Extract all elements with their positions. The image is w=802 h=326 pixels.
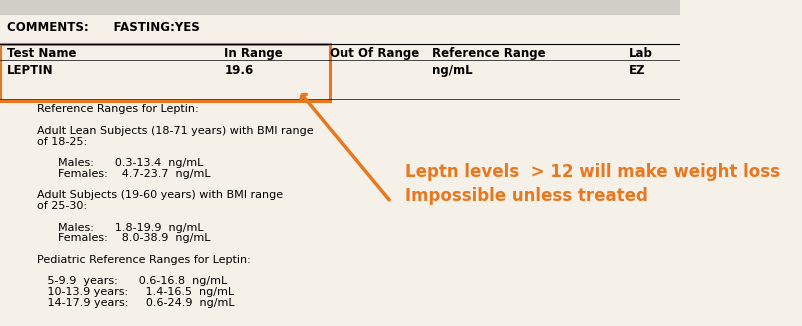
Text: EZ: EZ <box>628 64 645 77</box>
Text: Males:      1.8-19.9  ng/mL: Males: 1.8-19.9 ng/mL <box>38 223 204 233</box>
Text: In Range: In Range <box>224 47 283 60</box>
Text: of 18-25:: of 18-25: <box>38 137 87 147</box>
Text: Adult Lean Subjects (18-71 years) with BMI range: Adult Lean Subjects (18-71 years) with B… <box>38 126 314 136</box>
Text: Males:      0.3-13.4  ng/mL: Males: 0.3-13.4 ng/mL <box>38 158 204 168</box>
Text: Lab: Lab <box>628 47 652 60</box>
Text: 5-9.9  years:      0.6-16.8  ng/mL: 5-9.9 years: 0.6-16.8 ng/mL <box>38 276 228 287</box>
Text: Pediatric Reference Ranges for Leptin:: Pediatric Reference Ranges for Leptin: <box>38 255 251 265</box>
Text: Reference Range: Reference Range <box>431 47 545 60</box>
Text: Reference Ranges for Leptin:: Reference Ranges for Leptin: <box>38 104 199 114</box>
Text: of 25-30:: of 25-30: <box>38 201 87 211</box>
Text: 14-17.9 years:     0.6-24.9  ng/mL: 14-17.9 years: 0.6-24.9 ng/mL <box>38 298 235 308</box>
Text: 10-13.9 years:     1.4-16.5  ng/mL: 10-13.9 years: 1.4-16.5 ng/mL <box>38 287 234 297</box>
Text: Females:    8.0-38.9  ng/mL: Females: 8.0-38.9 ng/mL <box>38 233 211 244</box>
Text: LEPTIN: LEPTIN <box>6 64 54 77</box>
Text: Females:    4.7-23.7  ng/mL: Females: 4.7-23.7 ng/mL <box>38 169 211 179</box>
Text: Test Name: Test Name <box>6 47 76 60</box>
Text: Adult Subjects (19-60 years) with BMI range: Adult Subjects (19-60 years) with BMI ra… <box>38 190 283 200</box>
Text: Leptn levels  > 12 will make weight loss
Impossible unless treated: Leptn levels > 12 will make weight loss … <box>404 163 779 205</box>
Text: 19.6: 19.6 <box>224 64 253 77</box>
Text: ng/mL: ng/mL <box>431 64 472 77</box>
FancyBboxPatch shape <box>0 0 679 15</box>
Text: COMMENTS:      FASTING:YES: COMMENTS: FASTING:YES <box>6 21 200 34</box>
Text: Out Of Range: Out Of Range <box>330 47 419 60</box>
